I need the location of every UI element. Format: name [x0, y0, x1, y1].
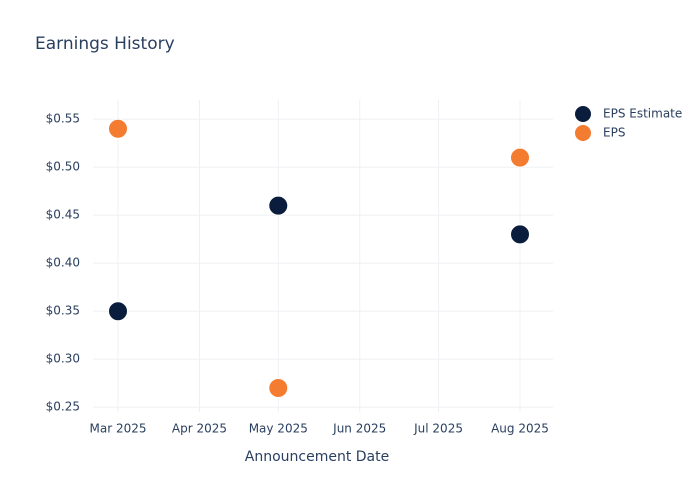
point	[268, 195, 289, 216]
y-tick-label: $0.35	[46, 304, 80, 318]
legend-label: EPS	[603, 126, 625, 140]
x-tick-label: Aug 2025	[491, 422, 549, 436]
x-tick-label: Jul 2025	[413, 422, 463, 436]
x-tick-label: Mar 2025	[90, 422, 147, 436]
point	[268, 378, 289, 398]
y-tick-label: $0.55	[46, 112, 80, 126]
y-tick-label: $0.50	[46, 160, 80, 174]
point	[108, 118, 128, 139]
y-tick-label: $0.40	[46, 256, 80, 270]
x-tick-label: May 2025	[249, 422, 308, 436]
x-tick-label: Jun 2025	[332, 422, 386, 436]
x-axis-label: Announcement Date	[245, 449, 389, 465]
legend-marker	[575, 106, 591, 122]
y-tick-label: $0.45	[46, 208, 80, 222]
point	[108, 301, 128, 322]
legend-marker	[575, 125, 591, 141]
chart-title: Earnings History	[35, 34, 175, 54]
point	[510, 224, 530, 245]
y-tick-label: $0.30	[46, 352, 80, 366]
y-tick-label: $0.25	[46, 400, 80, 414]
point	[510, 147, 530, 168]
x-tick-label: Apr 2025	[172, 422, 227, 436]
legend-label: EPS Estimate	[603, 107, 682, 121]
